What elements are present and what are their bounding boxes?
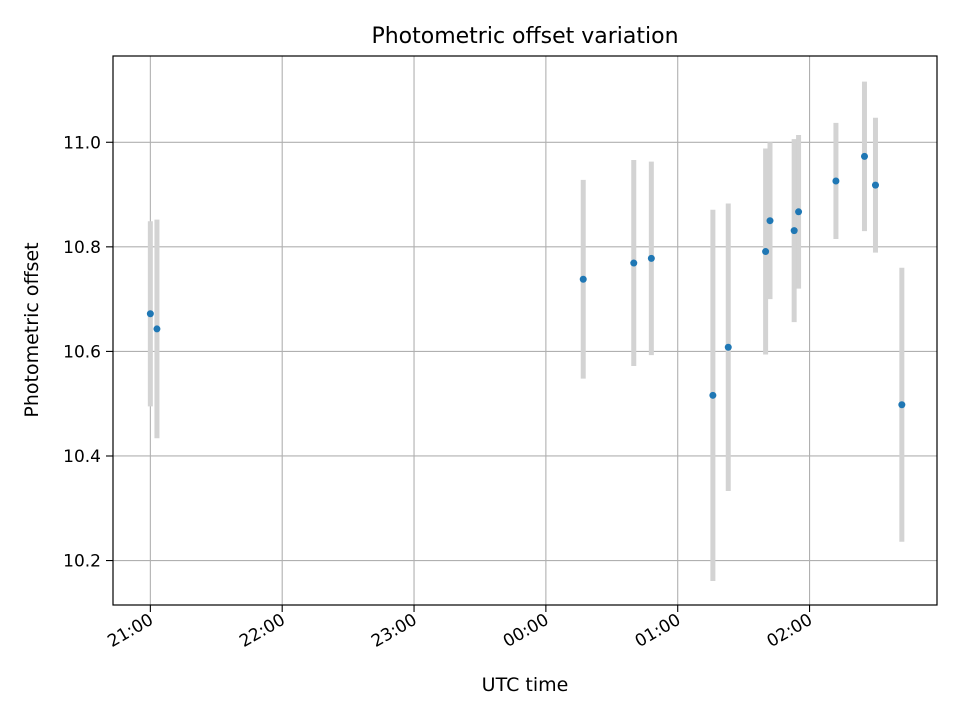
data-point (795, 208, 803, 216)
data-points (146, 152, 906, 409)
data-point (579, 275, 587, 283)
y-tick-label: 11.0 (63, 133, 101, 153)
data-point (762, 248, 770, 256)
y-axis-ticks: 10.2 10.4 10.6 10.8 11.0 (63, 133, 113, 572)
data-point (647, 254, 655, 262)
y-tick-label: 10.6 (63, 342, 101, 362)
plot-frame (112, 55, 938, 606)
y-tick-label: 10.4 (63, 447, 101, 467)
data-point (724, 343, 732, 351)
data-point (766, 217, 774, 225)
data-point (630, 259, 638, 267)
x-axis-label: UTC time (482, 674, 569, 696)
data-point (898, 401, 906, 409)
y-axis-label: Photometric offset (21, 242, 43, 417)
data-point (146, 310, 154, 318)
y-tick-label: 10.8 (63, 238, 101, 258)
chart-title: Photometric offset variation (371, 24, 678, 49)
plot-area (113, 56, 937, 605)
data-point (871, 181, 879, 189)
data-point (832, 177, 840, 185)
data-point (790, 227, 798, 235)
y-tick-label: 10.2 (63, 552, 101, 572)
data-point (709, 391, 717, 399)
data-point (153, 325, 161, 333)
data-point (860, 152, 868, 160)
